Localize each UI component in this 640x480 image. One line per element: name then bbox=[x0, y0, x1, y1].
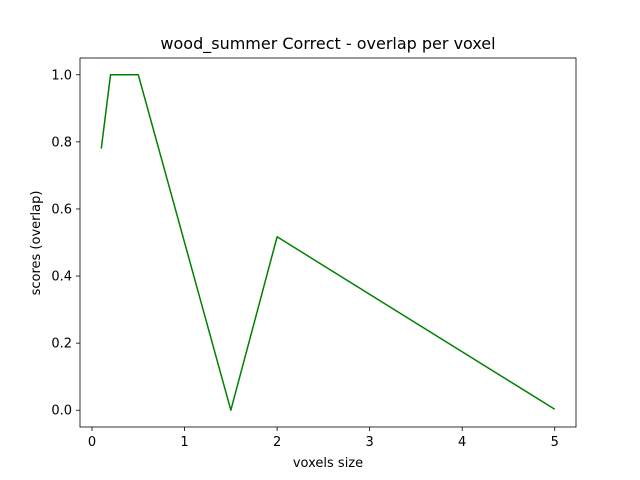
x-axis-ticks: 0 1 2 3 4 5 bbox=[88, 427, 559, 450]
y-tick-label: 1.0 bbox=[51, 68, 72, 83]
x-tick-label: 1 bbox=[180, 435, 188, 450]
x-axis-label: voxels size bbox=[293, 456, 363, 471]
series-line-0 bbox=[100, 74, 556, 411]
y-tick-label: 0.8 bbox=[51, 135, 72, 150]
x-tick-label: 2 bbox=[273, 435, 281, 450]
x-tick-label: 0 bbox=[88, 435, 96, 450]
y-tick-label: 0.2 bbox=[51, 337, 72, 352]
x-tick-label: 4 bbox=[458, 435, 466, 450]
y-axis-label: scores (overlap) bbox=[29, 191, 44, 296]
chart-title: wood_summer Correct - overlap per voxel bbox=[160, 34, 495, 54]
x-tick-label: 3 bbox=[366, 435, 374, 450]
axes-frame bbox=[79, 57, 577, 428]
x-tick-label: 5 bbox=[551, 435, 559, 450]
y-tick-label: 0.6 bbox=[51, 202, 72, 217]
y-tick-label: 0.0 bbox=[51, 404, 72, 419]
y-axis-ticks: 0.0 0.2 0.4 0.6 0.8 1.0 bbox=[51, 68, 80, 419]
plot-area bbox=[79, 57, 577, 428]
y-tick-label: 0.4 bbox=[51, 270, 72, 285]
